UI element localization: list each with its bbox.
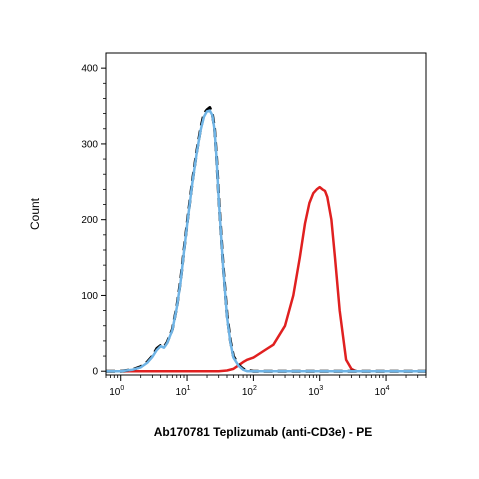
x-tick-label: 103 — [308, 385, 323, 398]
x-tick-label: 101 — [176, 385, 191, 398]
x-axis: 100 101 102 103 104 — [105, 375, 427, 398]
series-layer — [106, 106, 426, 373]
y-axis-title: Count — [28, 197, 42, 230]
series-line-blue — [106, 109, 426, 373]
x-tick-label: 100 — [109, 385, 124, 398]
y-tick-label: 100 — [81, 291, 98, 302]
series-line-red — [106, 185, 426, 373]
y-tick-label: 400 — [81, 64, 98, 75]
y-tick-label: 300 — [81, 139, 98, 150]
series-line-black-dashed — [106, 106, 426, 373]
y-axis: 0 100 200 300 400 — [81, 64, 106, 378]
y-tick-label: 0 — [92, 367, 98, 378]
plot-frame — [105, 52, 427, 376]
x-tick-label: 102 — [242, 385, 257, 398]
y-tick-label: 200 — [81, 215, 98, 226]
x-tick-label: 104 — [375, 385, 390, 398]
x-axis-title: Ab170781 Teplizumab (anti-CD3e) - PE — [154, 425, 373, 439]
